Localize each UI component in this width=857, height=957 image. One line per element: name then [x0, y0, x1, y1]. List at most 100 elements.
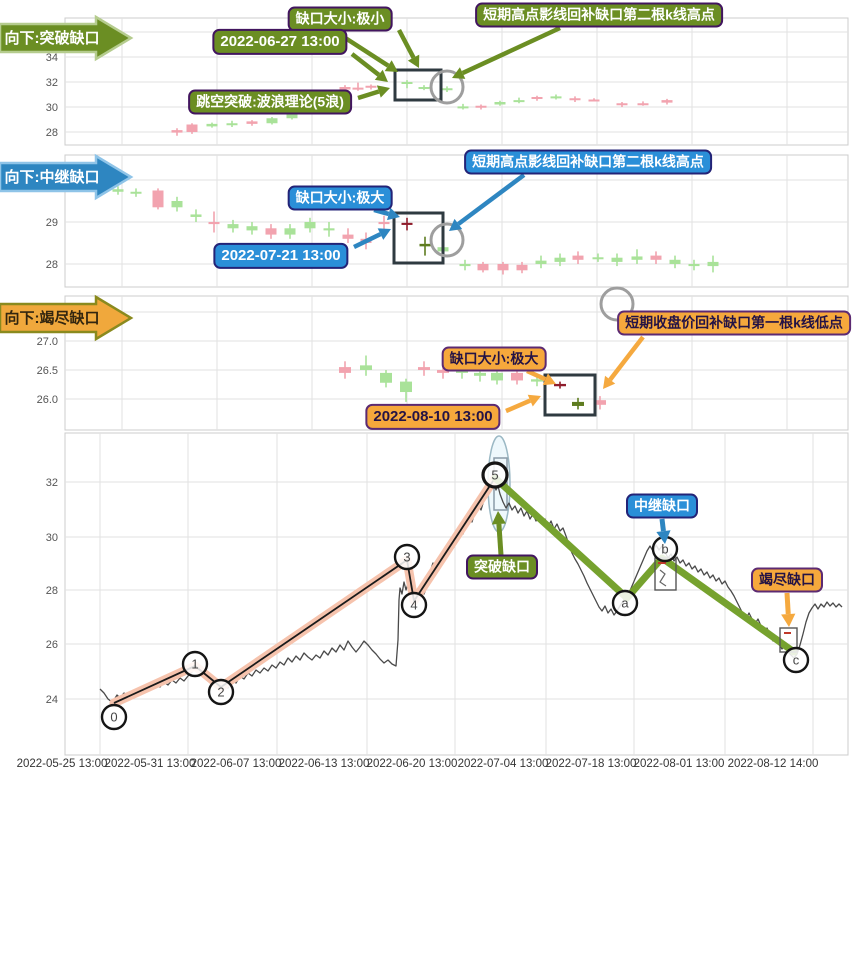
candle-body: [227, 224, 239, 229]
annotation-arrow: [350, 52, 381, 77]
wave-marker-5: [481, 461, 509, 489]
y-tick-label: 28: [46, 585, 58, 597]
y-tick-label: 24: [46, 694, 58, 706]
candle-body: [306, 109, 318, 114]
candle-body: [513, 100, 525, 103]
wave-marker-label-b: b: [661, 542, 668, 557]
banner-exhaustion-label: 向下:竭尽缺口: [5, 309, 100, 327]
candle-body: [631, 256, 643, 260]
annotation-arrow-head: [374, 69, 388, 82]
candle-body: [572, 401, 584, 406]
gap-fill-circle: [429, 69, 465, 105]
candle-body: [190, 214, 202, 217]
tiny-gap-mark: [659, 569, 667, 587]
banner-continuation-label: 向下:中继缺口: [5, 168, 100, 186]
wave-marker-label-2: 2: [217, 685, 224, 700]
candle-body: [456, 370, 468, 373]
panel-frame: [64, 432, 849, 756]
x-tick-label: 2022-05-31 13:00: [105, 758, 196, 770]
candle-body: [531, 97, 543, 99]
candle-body: [365, 85, 377, 88]
candle-body: [554, 383, 566, 387]
wave-marker-label-5: 5: [491, 468, 498, 483]
candle-body: [418, 87, 430, 89]
y-tick-label: 28: [46, 259, 58, 271]
x-tick-label: 2022-07-04 13:00: [458, 758, 549, 770]
wave-marker-0: [100, 703, 128, 731]
annotation-arrow-head: [377, 228, 391, 240]
annotation-arrow: [457, 173, 526, 226]
candle-body: [592, 257, 604, 260]
y-tick-label: 29: [46, 217, 58, 229]
y-tick-label: 27.0: [37, 336, 58, 348]
x-tick-label: 2022-08-01 13:00: [634, 758, 725, 770]
annotation-arrow-head: [376, 85, 390, 98]
candle-body: [378, 222, 390, 225]
candle-body: [511, 372, 523, 381]
annotation-arrow: [496, 523, 504, 556]
candle-body: [246, 121, 258, 124]
y-tick-label: 30: [46, 102, 58, 114]
candle-body: [266, 118, 278, 124]
y-tick-label: 32: [46, 477, 58, 489]
candle-body: [352, 87, 364, 90]
x-tick-label: 2022-06-13 13:00: [279, 758, 370, 770]
y-tick-label: 26.0: [37, 394, 58, 406]
candle-body: [208, 222, 220, 225]
candle-body: [516, 264, 528, 271]
panel-frame: [64, 295, 849, 431]
candle-body: [491, 372, 503, 381]
annotation-arrow: [608, 335, 645, 382]
candle-body: [531, 379, 543, 382]
wave-marker-2: [207, 678, 235, 706]
annotation-arrow: [526, 368, 547, 382]
candle-body: [380, 372, 392, 383]
candle-body: [437, 370, 449, 373]
candle-body: [418, 367, 430, 370]
candle-body: [401, 82, 413, 84]
candle-body: [206, 123, 218, 127]
candle-body: [669, 259, 681, 264]
candle-body: [441, 88, 453, 91]
annotation-arrow-head: [656, 530, 671, 544]
wave-correction-line: [491, 474, 798, 656]
candle-body: [339, 367, 351, 373]
candle-body: [569, 98, 581, 101]
annotation-arrow-head: [384, 60, 398, 72]
candle-body: [497, 264, 509, 271]
annotation-arrow-head: [781, 613, 796, 627]
annotation-arrow-head: [603, 375, 616, 389]
candle-body: [419, 243, 431, 247]
candle-body: [130, 191, 142, 194]
wave-marker-label-4: 4: [410, 598, 417, 613]
candle-body: [265, 228, 277, 235]
candle-body: [650, 255, 662, 260]
y-tick-label: 26.5: [37, 365, 58, 377]
candle-body: [459, 264, 471, 267]
candle-body: [186, 124, 198, 132]
candle-body: [246, 226, 258, 231]
candle-body: [112, 189, 124, 192]
candle-body: [360, 365, 372, 370]
candle-body: [286, 112, 298, 119]
wave-impulse-line: [113, 477, 496, 704]
annotation-arrow-head: [527, 394, 541, 407]
annotation-arrow: [397, 28, 416, 59]
candle-body: [226, 123, 238, 126]
x-tick-label: 2022-05-25 13:00: [17, 758, 108, 770]
x-tick-label: 2022-06-07 13:00: [191, 758, 282, 770]
candle-body: [339, 87, 351, 90]
annotation-arrow-head: [407, 54, 420, 68]
candle-body: [611, 257, 623, 262]
banner-breakaway: [0, 14, 134, 62]
x-tick-label: 2022-08-12 14:00: [728, 758, 819, 770]
candle-body: [661, 100, 673, 103]
candle-body: [323, 228, 335, 231]
candle-body: [284, 228, 296, 235]
gap-rect: [392, 211, 445, 265]
wave-marker-label-a: a: [621, 596, 629, 611]
candle-body: [401, 222, 413, 225]
candle-body: [400, 381, 412, 393]
